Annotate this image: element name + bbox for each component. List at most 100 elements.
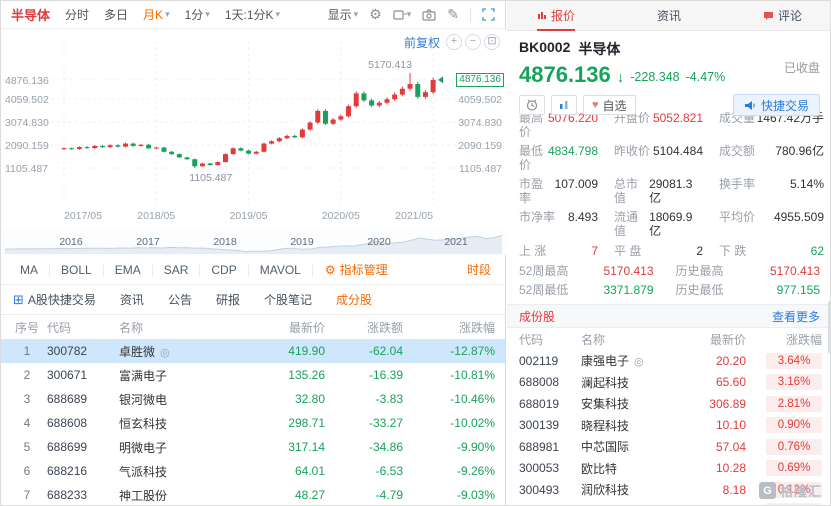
mini-year-label: 2019: [290, 236, 314, 248]
stock-name: 澜起科技: [581, 375, 630, 390]
tab-quote[interactable]: 报价: [537, 1, 576, 31]
stock-row[interactable]: 7 688233 神工股份 48.27 -4.79 -9.03%: [1, 483, 505, 505]
toolbar-divider: [470, 7, 471, 22]
adjust-mode-link[interactable]: 前复权: [403, 36, 440, 50]
right-tab-bar: 报价 资讯 评论: [507, 1, 830, 31]
last-price: 10.10: [715, 418, 746, 433]
month-k-tab[interactable]: 月K ▾: [143, 8, 170, 22]
indicator-cdp[interactable]: CDP: [200, 262, 249, 277]
constituents-title[interactable]: 成份股: [519, 309, 556, 324]
last-price: 20.07: [670, 504, 746, 505]
chart-toolbar: 半导体 分时 多日 月K ▾ 1分 ▾ 1天:1分K ▾ 显示 ▾ ⚙: [1, 1, 505, 29]
constituent-row[interactable]: 300139 晓程科技 10.10 0.90%: [507, 415, 830, 437]
timeline-navigator[interactable]: 2016 2017 2018 2019 2020 2021: [1, 229, 506, 255]
zoom-reset-icon[interactable]: ⊡: [484, 34, 500, 50]
stock-row[interactable]: 3 688689 银河微电 32.80 -3.83 -10.46%: [1, 387, 505, 411]
indicator-boll[interactable]: BOLL: [50, 262, 104, 277]
indicator-ema[interactable]: EMA: [104, 262, 153, 277]
left-tab-1[interactable]: 资讯: [119, 293, 144, 307]
indicator-ma[interactable]: MA: [9, 262, 50, 277]
display-dropdown[interactable]: 显示 ▾: [327, 8, 359, 22]
left-header-3: 最新价: [288, 320, 325, 335]
range-dropdown[interactable]: 1天:1分K ▾: [224, 8, 281, 22]
change-amount: -16.39: [368, 368, 403, 382]
change-percent: -9.03%: [456, 488, 495, 502]
left-header-2: 名称: [119, 320, 144, 335]
range-stat-cell: 52周最低 3371.879: [519, 283, 654, 297]
stock-code: 300493: [519, 482, 560, 497]
stock-name: 恒玄科技: [119, 416, 168, 431]
row-seq: 3: [23, 392, 31, 406]
multiday-tab[interactable]: 多日: [104, 8, 129, 22]
stat-cell: 换手率 5.14%: [719, 177, 824, 191]
add-favorite-button[interactable]: ♥ 自选: [583, 95, 636, 115]
minute-dropdown[interactable]: 1分 ▾: [184, 8, 210, 22]
last-price: 135.26: [288, 368, 325, 382]
constituent-row[interactable]: 300053 欧比特 10.28 0.69%: [507, 458, 830, 480]
quick-trade-button[interactable]: 快捷交易: [732, 94, 820, 116]
constituent-row[interactable]: 688981 中芯国际 57.04 0.76%: [507, 436, 830, 458]
stat-cell: 总市值 29081.3亿: [614, 177, 693, 205]
stock-code: 688699: [47, 440, 88, 454]
kline-chart-area[interactable]: 2017/05 2018/05 2019/05 2020/05 2021/05 4876.…: [1, 29, 506, 229]
layout-dropdown-icon[interactable]: ▾: [393, 9, 411, 21]
constituent-row[interactable]: 300493 润欣科技 8.18 0.12%: [507, 479, 830, 501]
scrollbar-thumb[interactable]: [828, 301, 830, 353]
constituent-stocks-table: 序号 代码 名称 最新价 涨跌额 涨跌幅 1 300782 卓胜微 ◎ 419.90 -62.04 -…: [1, 315, 505, 505]
market-status: 已收盘: [783, 61, 820, 75]
gear-icon[interactable]: ⚙: [369, 6, 382, 22]
expand-icon[interactable]: [482, 8, 495, 21]
stock-row[interactable]: 6 688216 气派科技 64.01 -6.53 -9.26%: [1, 459, 505, 483]
zoom-in-icon[interactable]: +: [446, 34, 462, 50]
zoom-out-icon[interactable]: −: [465, 34, 481, 50]
change-percent: 3.16%: [746, 374, 822, 391]
stock-row[interactable]: 2 300671 富满电子 135.26 -16.39 -10.81%: [1, 363, 505, 387]
left-tab-2[interactable]: 公告: [167, 293, 192, 307]
compare-icon[interactable]: [551, 95, 577, 115]
stock-name: 国民技术: [581, 503, 670, 506]
view-more-link[interactable]: 查看更多: [771, 309, 820, 324]
constituent-row[interactable]: 300077国民技术20.070.00%: [507, 501, 830, 506]
stock-code: 688608: [47, 416, 88, 430]
change-percent: -4.47%: [685, 70, 726, 84]
indicator-sar[interactable]: SAR: [153, 262, 201, 277]
stock-row[interactable]: 5 688699 明微电子 317.14 -34.86 -9.90%: [1, 435, 505, 459]
chevron-down-icon: ▾: [275, 9, 281, 19]
row-seq: 2: [23, 368, 31, 382]
constituent-row[interactable]: 688008 澜起科技 65.60 3.16%: [507, 372, 830, 394]
row-seq: 6: [23, 464, 31, 478]
left-header-0: 序号: [14, 320, 39, 335]
stock-row[interactable]: 1 300782 卓胜微 ◎ 419.90 -62.04 -12.87%: [1, 339, 505, 363]
draw-pencil-icon[interactable]: ✎: [447, 6, 459, 22]
stock-code: 688689: [47, 392, 88, 406]
left-tab-0[interactable]: ⊞ A股快捷交易: [13, 291, 96, 308]
change-percent: 0.00%: [746, 503, 822, 505]
timeshare-tab[interactable]: 分时: [65, 8, 90, 22]
quote-title: BK0002 半导体: [519, 39, 820, 59]
row-seq: 7: [23, 488, 31, 502]
tab-news[interactable]: 资讯: [656, 9, 681, 23]
stock-row[interactable]: 4 688608 恒玄科技 298.71 -33.27 -10.02%: [1, 411, 505, 435]
stat-cell: 昨收价 5104.484: [614, 144, 703, 158]
constituent-row[interactable]: 688019 安集科技 306.89 2.81%: [507, 393, 830, 415]
watch-icon[interactable]: ◎: [160, 346, 170, 359]
alarm-icon[interactable]: [519, 95, 545, 115]
left-tab-3[interactable]: 研报: [215, 293, 240, 307]
watch-icon[interactable]: ◎: [634, 356, 644, 369]
indicator-mavol[interactable]: MAVOL: [249, 262, 313, 277]
stock-name: 安集科技: [581, 397, 630, 412]
camera-icon[interactable]: [422, 8, 436, 21]
left-header-5: 涨跌幅: [458, 320, 495, 335]
change-amount: -33.27: [368, 416, 403, 430]
tab-comments[interactable]: 评论: [763, 1, 802, 31]
symbol-name: 半导体: [11, 8, 51, 23]
left-tab-5[interactable]: 成分股: [335, 293, 372, 307]
indicator-manage-button[interactable]: ⚙ 指标管理: [324, 262, 388, 278]
stock-code: 688019: [519, 396, 560, 411]
constituent-row[interactable]: 002119 康强电子 ◎ 20.20 3.64%: [507, 350, 830, 372]
stat-cell: 市盈率 107.009: [519, 177, 598, 205]
left-tab-4[interactable]: 个股笔记: [263, 293, 312, 307]
period-button[interactable]: 时段: [466, 263, 491, 277]
stat-cell: 平均价 4955.509: [719, 210, 824, 224]
